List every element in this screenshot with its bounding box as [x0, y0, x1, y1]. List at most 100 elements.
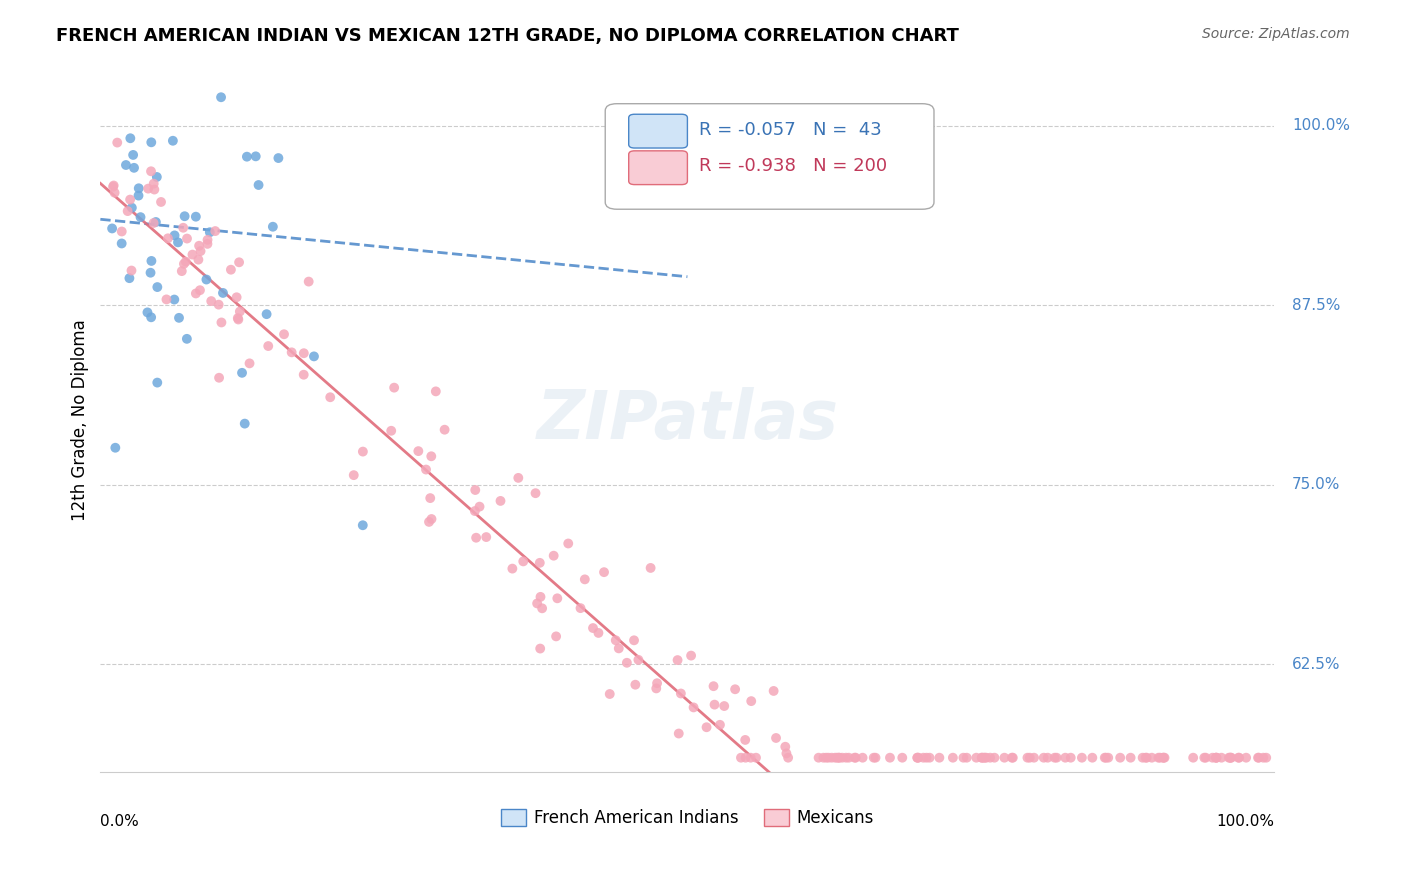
Point [162, 134, 184, 148]
Point [546, 591, 568, 606]
Point [501, 561, 523, 575]
Point [143, 182, 166, 196]
Point [825, 750, 848, 764]
Point [121, 263, 143, 277]
Point [1152, 750, 1174, 764]
Point [1070, 750, 1092, 764]
Point [546, 629, 568, 643]
Point [267, 151, 290, 165]
Point [173, 257, 195, 271]
Point [219, 262, 242, 277]
Point [489, 494, 512, 508]
Point [231, 366, 253, 380]
Point [139, 266, 162, 280]
Point [343, 468, 366, 483]
Point [262, 219, 284, 234]
Point [973, 750, 995, 764]
Point [465, 531, 488, 545]
Point [666, 653, 689, 667]
Point [1046, 750, 1069, 764]
Point [974, 750, 997, 764]
Point [724, 682, 747, 697]
Point [891, 750, 914, 764]
Point [1152, 750, 1174, 764]
Point [529, 641, 551, 656]
Point [197, 236, 219, 251]
Point [740, 750, 762, 764]
Point [512, 554, 534, 568]
Point [740, 694, 762, 708]
Point [605, 633, 627, 648]
Point [1017, 750, 1039, 764]
Point [167, 235, 190, 250]
Point [226, 311, 249, 326]
Point [142, 177, 165, 191]
Point [302, 350, 325, 364]
Point [298, 275, 321, 289]
Point [734, 733, 756, 747]
Point [844, 750, 866, 764]
Point [129, 210, 152, 224]
Point [156, 231, 179, 245]
Point [197, 233, 219, 247]
Point [828, 750, 851, 764]
Point [238, 356, 260, 370]
Point [212, 285, 235, 300]
Point [1149, 750, 1171, 764]
Point [198, 225, 221, 239]
Point [190, 244, 212, 259]
Point [1218, 750, 1240, 764]
Point [918, 750, 941, 764]
Point [838, 750, 860, 764]
Point [292, 368, 315, 382]
Point [616, 656, 638, 670]
Point [912, 750, 935, 764]
Point [195, 272, 218, 286]
Point [703, 698, 725, 712]
Point [1140, 750, 1163, 764]
Point [942, 750, 965, 764]
Point [208, 370, 231, 384]
Point [121, 201, 143, 215]
Text: 0.0%: 0.0% [100, 814, 139, 830]
Point [141, 136, 163, 150]
Point [1001, 750, 1024, 764]
Point [852, 750, 875, 764]
Point [184, 286, 207, 301]
Point [225, 290, 247, 304]
Point [1195, 750, 1218, 764]
Text: 100.0%: 100.0% [1292, 119, 1350, 134]
Point [1109, 750, 1132, 764]
Point [734, 750, 756, 764]
Text: 100.0%: 100.0% [1216, 814, 1274, 830]
Point [136, 305, 159, 319]
Point [593, 565, 616, 579]
Point [1201, 750, 1223, 764]
Point [1043, 750, 1066, 764]
Point [993, 750, 1015, 764]
Point [524, 486, 547, 500]
Text: R = -0.938   N = 200: R = -0.938 N = 200 [699, 157, 887, 175]
Point [1227, 750, 1250, 764]
Point [1205, 750, 1227, 764]
Point [120, 131, 142, 145]
Point [408, 444, 430, 458]
Point [181, 247, 204, 261]
Point [145, 215, 167, 229]
Point [464, 483, 486, 497]
Point [1135, 750, 1157, 764]
Text: 62.5%: 62.5% [1292, 657, 1340, 672]
Point [1094, 750, 1116, 764]
Point [965, 750, 987, 764]
Point [762, 684, 785, 698]
Point [101, 179, 124, 194]
Point [1234, 750, 1257, 764]
Point [155, 293, 177, 307]
Point [146, 376, 169, 390]
Point [1220, 750, 1243, 764]
Point [952, 750, 974, 764]
Point [1211, 750, 1233, 764]
Point [146, 280, 169, 294]
Point [229, 304, 252, 318]
Point [172, 220, 194, 235]
